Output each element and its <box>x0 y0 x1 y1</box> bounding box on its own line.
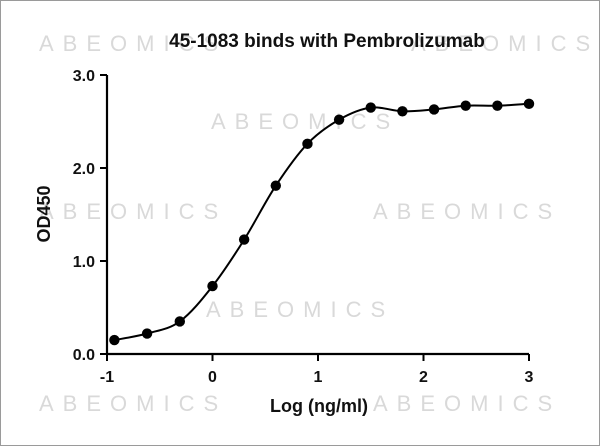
data-point <box>302 138 313 150</box>
data-point <box>270 180 281 191</box>
x-tick-label: -1 <box>100 369 114 386</box>
watermark-layer: ABEOMICS ABEOMICS ABEOMICS ABEOMICS ABEO… <box>39 31 599 416</box>
data-point <box>141 328 153 339</box>
data-point <box>365 102 376 113</box>
data-point <box>333 114 345 125</box>
watermark: ABEOMICS <box>411 31 599 56</box>
watermark: ABEOMICS <box>206 297 394 322</box>
data-point <box>523 98 535 110</box>
watermark: ABEOMICS <box>39 31 227 56</box>
watermark: ABEOMICS <box>211 109 399 134</box>
x-tick-label: 1 <box>314 369 323 386</box>
x-axis-label: Log (ng/ml) <box>270 396 368 416</box>
y-tick-label: 0.0 <box>73 347 95 364</box>
x-tick-label: 0 <box>208 369 217 386</box>
y-axis-label: OD450 <box>34 185 54 242</box>
watermark: ABEOMICS <box>39 199 227 224</box>
x-tick-label: 2 <box>419 369 428 386</box>
watermark: ABEOMICS <box>373 199 561 224</box>
watermark: ABEOMICS <box>39 391 227 416</box>
data-points <box>109 98 535 346</box>
ticks: -1 0 1 2 3 0.0 1.0 2.0 3.0 <box>73 68 534 386</box>
y-tick-label: 1.0 <box>73 254 95 271</box>
data-point <box>428 104 440 115</box>
data-point <box>492 100 503 111</box>
data-point <box>207 280 218 292</box>
data-point <box>174 316 185 327</box>
watermark: ABEOMICS <box>373 391 561 416</box>
data-point <box>238 234 250 245</box>
data-point <box>397 106 408 117</box>
data-point <box>460 100 471 111</box>
data-point <box>109 334 120 346</box>
chart-title: 45-1083 binds with Pembrolizumab <box>169 31 485 52</box>
y-tick-label: 2.0 <box>73 161 95 178</box>
x-tick-label: 3 <box>525 369 534 386</box>
y-tick-label: 3.0 <box>73 68 95 85</box>
